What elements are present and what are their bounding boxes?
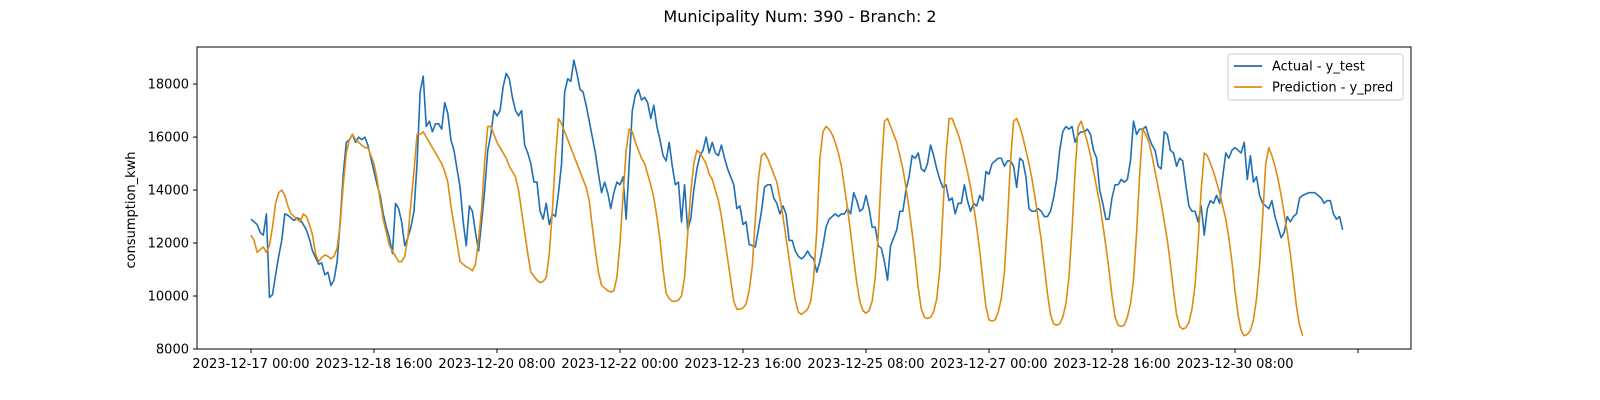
x-tick-label: 2023-12-30 08:00 — [1176, 357, 1293, 372]
x-tick-label: 2023-12-20 08:00 — [438, 357, 555, 372]
legend: Actual - y_test Prediction - y_pred — [1227, 53, 1404, 101]
legend-label: Actual - y_test — [1272, 60, 1365, 75]
y-tick-label: 18000 — [148, 78, 189, 93]
x-tick-label: 2023-12-27 00:00 — [930, 357, 1047, 372]
y-tick-label: 14000 — [148, 184, 189, 199]
x-tick-label: 2023-12-22 00:00 — [561, 357, 678, 372]
plot-frame — [196, 46, 1412, 350]
y-tick-label: 8000 — [156, 343, 189, 358]
x-tick-label: 2023-12-28 16:00 — [1053, 357, 1170, 372]
x-tick-label: 2023-12-17 00:00 — [192, 357, 309, 372]
y-tick-label: 16000 — [148, 131, 189, 146]
chart-title: Municipality Num: 390 - Branch: 2 — [663, 7, 936, 26]
legend-frame — [1227, 53, 1404, 101]
y-axis: 8000 10000 12000 14000 16000 18000 — [148, 78, 197, 358]
x-axis: 2023-12-17 00:00 2023-12-18 16:00 2023-12-… — [192, 349, 1359, 372]
x-tick-label: 2023-12-18 16:00 — [315, 357, 432, 372]
y-tick-label: 10000 — [148, 290, 189, 305]
x-tick-label: 2023-12-23 16:00 — [684, 357, 801, 372]
x-tick-label: 2023-12-25 08:00 — [807, 357, 924, 372]
y-axis-title: consumption_kwh — [124, 151, 139, 268]
legend-label: Prediction - y_pred — [1272, 81, 1393, 96]
series-line-prediction — [250, 117, 1304, 337]
y-tick-label: 12000 — [148, 237, 189, 252]
series-line-actual — [250, 59, 1344, 299]
plot-area — [196, 46, 1412, 350]
